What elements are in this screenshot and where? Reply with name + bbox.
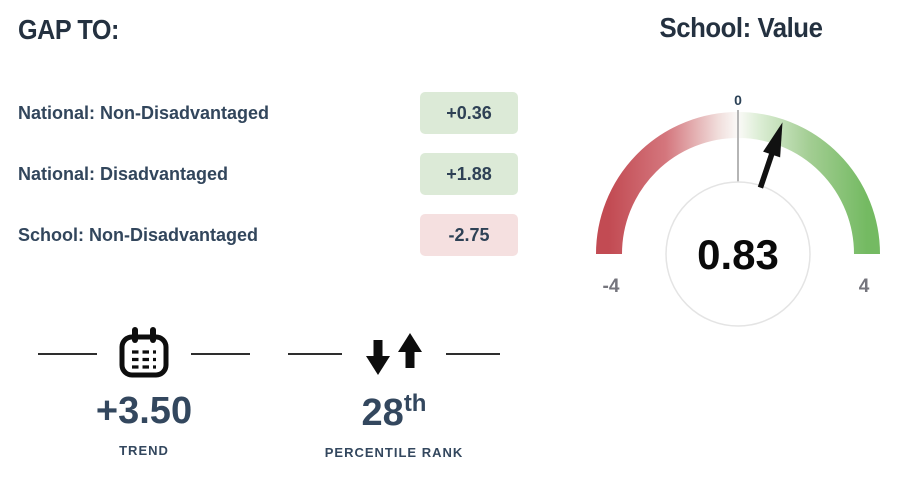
gap-row-label: National: Non-Disadvantaged bbox=[18, 102, 270, 123]
trend-stat: +3.50 TREND bbox=[38, 323, 250, 458]
trend-label: TREND bbox=[119, 443, 169, 458]
divider-line bbox=[191, 353, 250, 355]
percentile-number: 28 bbox=[361, 392, 404, 434]
calendar-icon bbox=[115, 325, 173, 383]
gauge-min-label: -4 bbox=[603, 276, 620, 297]
gap-row-label: School: Non-Disadvantaged bbox=[18, 224, 259, 245]
gap-value-badge: +1.88 bbox=[420, 153, 518, 195]
divider-line bbox=[38, 353, 97, 355]
gap-row-national-non-disadvantaged: National: Non-Disadvantaged +0.36 bbox=[18, 92, 518, 134]
gap-row-national-disadvantaged: National: Disadvantaged +1.88 bbox=[18, 153, 518, 195]
percentile-value: 28th bbox=[361, 390, 427, 434]
gap-value-badge: -2.75 bbox=[420, 214, 518, 256]
divider-line bbox=[288, 353, 342, 355]
divider-line bbox=[446, 353, 500, 355]
trend-stat-header bbox=[38, 323, 250, 385]
gap-row-school-non-disadvantaged: School: Non-Disadvantaged -2.75 bbox=[18, 214, 518, 256]
percentile-stat-header bbox=[288, 323, 500, 385]
gauge-zero-label: 0 bbox=[734, 92, 742, 108]
gauge-needle bbox=[757, 122, 783, 189]
gap-rows: National: Non-Disadvantaged +0.36 Nation… bbox=[18, 92, 518, 275]
percentile-stat: 28th PERCENTILE RANK bbox=[288, 323, 500, 460]
gap-value-badge: +0.36 bbox=[420, 92, 518, 134]
gauge-center-circle bbox=[665, 181, 811, 327]
gauge-chart: 0 -4 4 0.83 bbox=[596, 92, 880, 327]
percentile-label: PERCENTILE RANK bbox=[324, 445, 464, 460]
gauge-value: 0.83 bbox=[697, 231, 779, 278]
gap-row-label: National: Disadvantaged bbox=[18, 163, 229, 184]
gap-section-title: GAP TO: bbox=[18, 14, 119, 45]
trend-value: +3.50 bbox=[95, 390, 193, 432]
down-up-arrows-icon bbox=[360, 328, 428, 380]
gauge-title: School: Value bbox=[659, 12, 823, 43]
gauge-max-label: 4 bbox=[859, 276, 870, 297]
percentile-ordinal-suffix: th bbox=[403, 390, 427, 417]
